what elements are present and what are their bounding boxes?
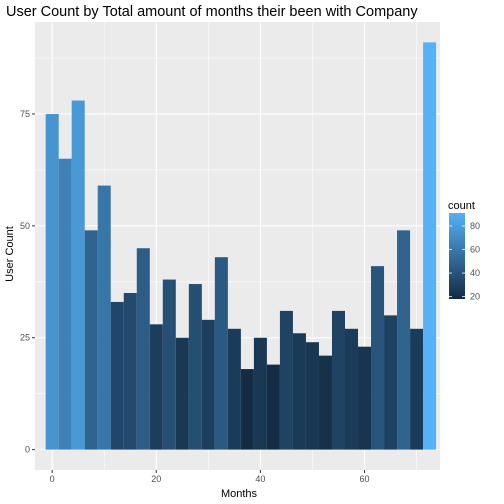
legend-ticks: 20 40 60 80 xyxy=(449,221,480,302)
bar xyxy=(175,337,189,450)
bar xyxy=(253,337,267,450)
x-axis-title: Months xyxy=(221,488,258,500)
y-tick-label: 75 xyxy=(20,109,30,119)
legend-tick-label: 80 xyxy=(470,221,480,231)
bar xyxy=(58,158,72,450)
bar xyxy=(279,310,293,450)
bar xyxy=(305,342,319,450)
x-tick-label: 60 xyxy=(360,474,370,484)
bars xyxy=(45,42,437,450)
bar xyxy=(410,328,424,450)
y-axis-title: User Count xyxy=(4,226,16,282)
x-tick-label: 0 xyxy=(50,474,55,484)
bar xyxy=(188,284,202,450)
y-tick-label: 25 xyxy=(20,333,30,343)
bar xyxy=(149,324,163,450)
bar xyxy=(123,292,137,450)
minor-gridlines xyxy=(35,22,440,470)
x-tick-label: 40 xyxy=(255,474,265,484)
bar xyxy=(201,319,215,450)
legend-tick-label: 20 xyxy=(470,292,480,302)
bar xyxy=(292,333,306,450)
bar xyxy=(266,364,280,450)
bar xyxy=(240,369,254,450)
legend-tick-label: 40 xyxy=(470,268,480,278)
bar xyxy=(318,355,332,450)
x-axis-ticks: 0 20 40 60 xyxy=(50,470,370,484)
bar xyxy=(423,42,437,450)
bar xyxy=(162,279,176,450)
bar xyxy=(97,185,111,450)
bar xyxy=(110,301,124,450)
bar xyxy=(358,346,372,450)
y-tick-label: 0 xyxy=(25,445,30,455)
bar xyxy=(45,113,59,450)
x-tick-label: 20 xyxy=(151,474,161,484)
bar xyxy=(136,248,150,450)
bar xyxy=(214,257,228,450)
bar xyxy=(371,266,385,450)
bar xyxy=(84,230,98,450)
legend-title: count xyxy=(448,200,475,212)
chart-title: User Count by Total amount of months the… xyxy=(6,4,418,20)
bar xyxy=(331,310,345,450)
bar xyxy=(384,315,398,450)
bar xyxy=(227,328,241,450)
bar xyxy=(397,230,411,450)
bar xyxy=(344,328,359,450)
legend-colorbar xyxy=(449,213,465,299)
y-axis-ticks: 0 25 50 75 xyxy=(20,109,35,455)
bar xyxy=(71,100,85,450)
legend-tick-label: 60 xyxy=(470,245,480,255)
y-tick-label: 50 xyxy=(20,221,30,231)
color-legend: count 20 40 60 80 xyxy=(448,200,480,302)
